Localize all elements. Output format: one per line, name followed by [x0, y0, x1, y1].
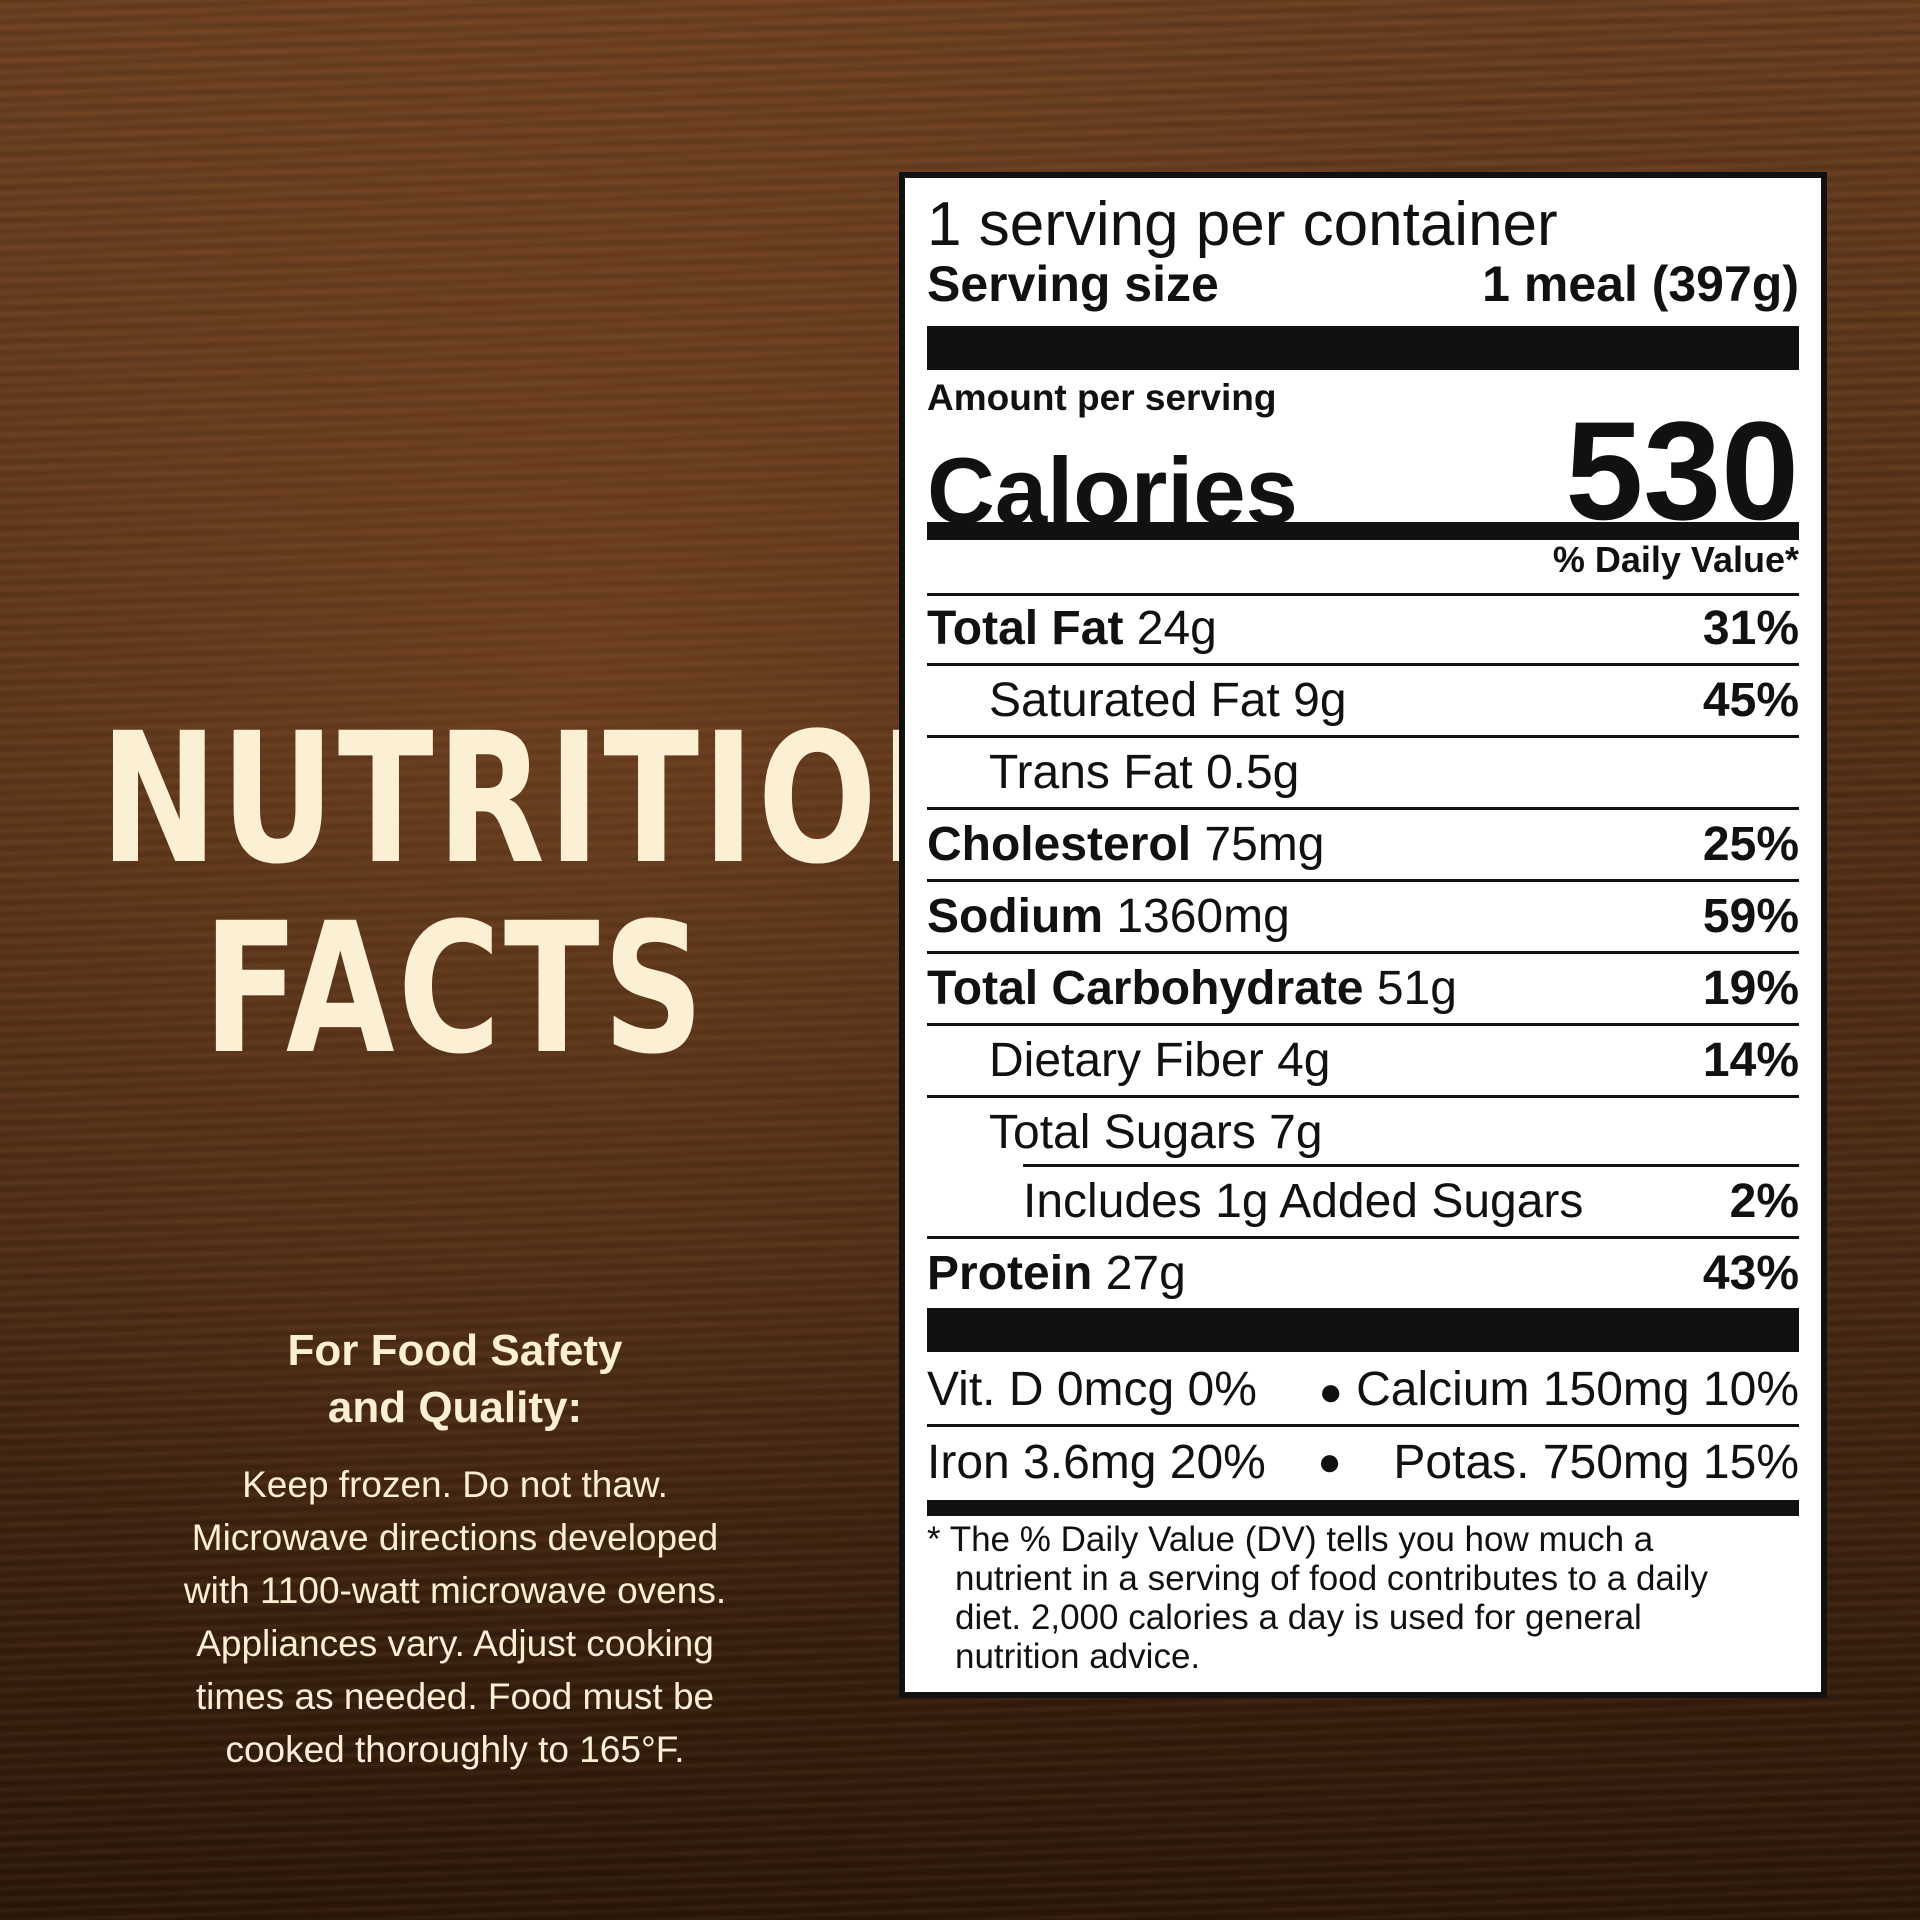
nutrient-percent: 25% — [1702, 818, 1799, 871]
nutrient-percent: 31% — [1702, 602, 1799, 655]
food-safety-line: Appliances vary. Adjust cooking — [196, 1623, 714, 1664]
nutrient-row-total-carbohydrate: Total Carbohydrate 51g 19% — [927, 954, 1799, 1026]
footnote-line: * The % Daily Value (DV) tells you how m… — [927, 1520, 1654, 1559]
footnote-line: nutrient in a serving of food contribute… — [955, 1559, 1708, 1598]
nutrient-percent: 19% — [1702, 962, 1799, 1015]
nutrient-row-saturated-fat: Saturated Fat 9g 45% — [927, 666, 1799, 738]
nutrient-rows: Total Fat 24g 31% Saturated Fat 9g 45% T… — [927, 594, 1799, 1308]
minerals-row: Vit. D 0mcg 0% ● Calcium 150mg 10% — [927, 1354, 1799, 1427]
heading-line1: NUTRITION — [100, 695, 1001, 904]
nutrient-row-total-sugars: Total Sugars 7g — [927, 1098, 1799, 1167]
heading-line2: FACTS — [202, 885, 707, 1094]
nutrition-facts-label: 1 serving per container Serving size 1 m… — [899, 172, 1827, 1698]
servings-per-container: 1 serving per container — [927, 190, 1558, 259]
medium-divider — [927, 1500, 1799, 1516]
nutrient-amount: 1360mg — [1103, 890, 1290, 943]
nutrient-percent: 43% — [1702, 1247, 1799, 1300]
nutrient-row-cholesterol: Cholesterol 75mg 25% — [927, 810, 1799, 882]
nutrient-row-sodium: Sodium 1360mg 59% — [927, 882, 1799, 954]
daily-value-header: % Daily Value* — [1552, 539, 1799, 580]
nutrient-row-trans-fat: Trans Fat 0.5g — [927, 738, 1799, 810]
iron: Iron 3.6mg 20% — [927, 1435, 1266, 1489]
serving-size-value: 1 meal (397g) — [1482, 256, 1799, 312]
food-safety-line: Microwave directions developed — [191, 1517, 719, 1558]
food-safety-title-line2: and Quality: — [327, 1383, 583, 1432]
nutrient-amount: 24g — [1123, 602, 1217, 655]
serving-size-row: Serving size 1 meal (397g) — [927, 256, 1799, 312]
nutrient-amount: Dietary Fiber 4g — [989, 1034, 1331, 1087]
nutrient-amount: Includes 1g Added Sugars — [1023, 1175, 1584, 1228]
bullet-icon: ● — [1318, 1369, 1343, 1414]
vitamin-d: Vit. D 0mcg 0% — [927, 1362, 1257, 1416]
nutrient-amount: 75mg — [1191, 818, 1325, 871]
nutrient-amount: Total Sugars 7g — [989, 1106, 1323, 1159]
nutrient-row-total-fat: Total Fat 24g 31% — [927, 594, 1799, 666]
nutrient-row-dietary-fiber: Dietary Fiber 4g 14% — [927, 1026, 1799, 1098]
thick-divider — [927, 326, 1799, 370]
nutrient-amount: Trans Fat 0.5g — [989, 746, 1300, 799]
thick-divider — [927, 1308, 1799, 1352]
food-safety-line: Keep frozen. Do not thaw. — [242, 1464, 668, 1505]
footnote-line: diet. 2,000 calories a day is used for g… — [955, 1598, 1642, 1637]
food-safety-line: times as needed. Food must be — [195, 1676, 715, 1717]
nutrient-percent: 59% — [1702, 890, 1799, 943]
nutrient-percent: 14% — [1702, 1034, 1799, 1087]
nutrient-name: Sodium — [927, 890, 1103, 943]
nutrient-amount: 51g — [1363, 962, 1457, 1015]
thin-divider — [927, 593, 1799, 596]
food-safety-instructions: Keep frozen. Do not thaw. Microwave dire… — [0, 1458, 910, 1776]
nutrient-percent: 2% — [1729, 1175, 1799, 1228]
nutrient-row-protein: Protein 27g 43% — [927, 1239, 1799, 1308]
nutrient-amount: Saturated Fat 9g — [989, 674, 1347, 727]
calories-value: 530 — [1565, 392, 1799, 549]
calcium: Calcium 150mg 10% — [1356, 1362, 1799, 1416]
nutrient-row-added-sugars: Includes 1g Added Sugars 2% — [927, 1167, 1799, 1239]
nutrient-name: Cholesterol — [927, 818, 1192, 871]
nutrient-name: Protein — [927, 1247, 1093, 1300]
nutrient-percent: 45% — [1702, 674, 1799, 727]
bullet-icon: ● — [1317, 1439, 1342, 1484]
nutrient-name: Total Fat — [927, 602, 1124, 655]
food-safety-line: with 1100-watt microwave ovens. — [183, 1570, 727, 1611]
daily-value-footnote: * The % Daily Value (DV) tells you how m… — [927, 1520, 1799, 1676]
nutrient-name: Total Carbohydrate — [927, 962, 1364, 1015]
potassium: Potas. 750mg 15% — [1393, 1435, 1799, 1489]
amount-per-serving: Amount per serving — [927, 377, 1277, 418]
calories-row: Calories 530 — [927, 396, 1799, 546]
food-safety-title-line1: For Food Safety — [287, 1326, 623, 1375]
food-safety-line: cooked thoroughly to 165°F. — [225, 1729, 685, 1770]
food-safety-title: For Food Safety and Quality: — [0, 1322, 910, 1436]
nutrient-amount: 27g — [1092, 1247, 1186, 1300]
serving-size-label: Serving size — [927, 256, 1219, 312]
medium-divider — [927, 522, 1799, 540]
vitamins-minerals: Vit. D 0mcg 0% ● Calcium 150mg 10% Iron … — [927, 1354, 1799, 1497]
footnote-line: nutrition advice. — [955, 1637, 1201, 1676]
minerals-row: Iron 3.6mg 20% ● Potas. 750mg 15% — [927, 1427, 1799, 1497]
